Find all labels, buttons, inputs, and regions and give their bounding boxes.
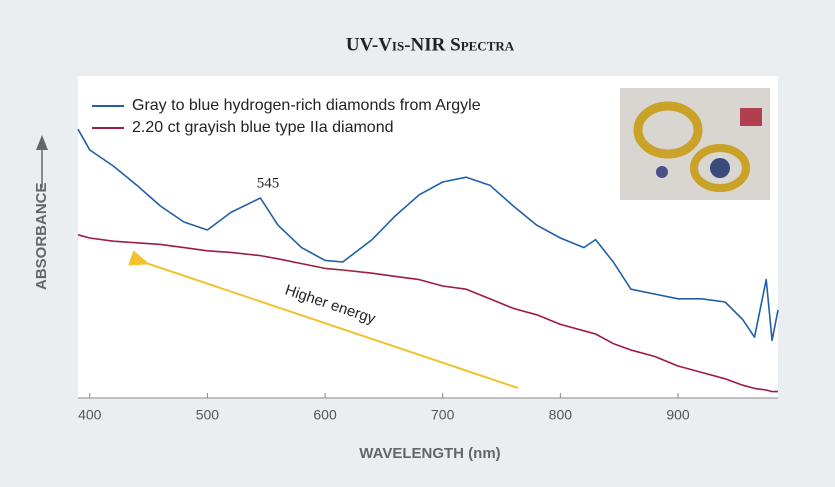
x-tick-label: 700 bbox=[431, 407, 455, 423]
x-axis-label: WAVELENGTH (nm) bbox=[359, 445, 500, 462]
x-tick-label: 800 bbox=[549, 407, 573, 423]
chart-title: UV-Vis-NIR Spectra bbox=[346, 34, 515, 55]
series-line bbox=[77, 128, 779, 342]
annotation: 545 bbox=[257, 175, 280, 191]
legend-label: 2.20 ct grayish blue type IIa diamond bbox=[132, 119, 394, 136]
legend-label: Gray to blue hydrogen-rich diamonds from… bbox=[132, 97, 481, 114]
photo-ring bbox=[690, 144, 750, 192]
energy-arrow bbox=[128, 250, 519, 389]
x-tick-label: 500 bbox=[196, 407, 220, 423]
y-axis-label: ABSORBANCE bbox=[33, 182, 50, 290]
photo-ring bbox=[633, 101, 703, 159]
photo-gem bbox=[740, 108, 762, 126]
x-tick-label: 400 bbox=[78, 407, 102, 423]
photo-gem bbox=[656, 166, 668, 178]
photo-gem bbox=[710, 158, 730, 178]
series-line bbox=[77, 234, 778, 393]
x-tick-label: 900 bbox=[666, 407, 690, 423]
x-tick-label: 600 bbox=[313, 407, 337, 423]
